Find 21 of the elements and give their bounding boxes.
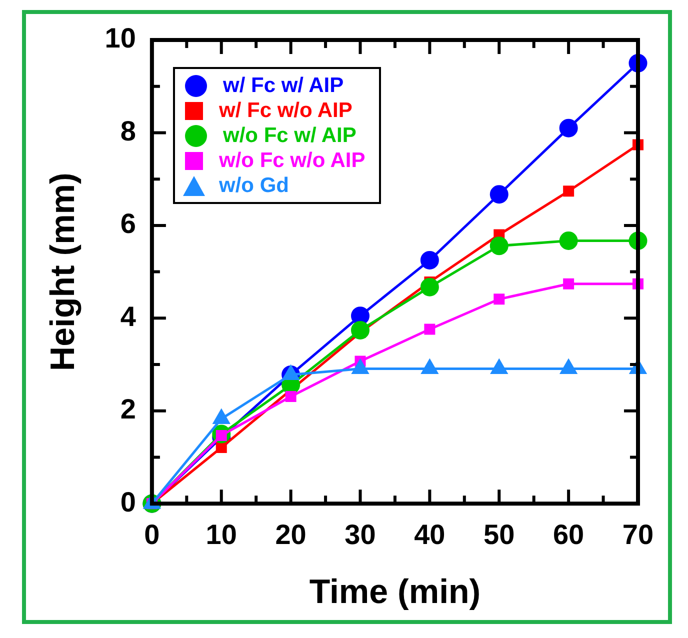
x-tick-label: 30 <box>344 519 376 550</box>
legend-label: w/o Fc w/ AIP <box>222 123 358 148</box>
x-tick-label: 50 <box>484 519 515 550</box>
y-tick-label: 10 <box>104 22 136 54</box>
x-axis-title: Time (min) <box>309 572 481 611</box>
x-tick-label: 0 <box>144 519 160 550</box>
y-tick-label: 0 <box>120 486 136 518</box>
x-tick-label: 10 <box>206 519 237 550</box>
y-tick-label: 6 <box>120 208 136 240</box>
x-tick-label: 20 <box>275 519 306 550</box>
y-tick-label: 2 <box>120 394 136 425</box>
legend-label: w/ Fc w/ AIP <box>222 73 345 98</box>
y-axis-title: Height (mm) <box>44 172 82 371</box>
y-tick-label: 4 <box>120 300 136 332</box>
legend-label: w/ Fc w/o AIP <box>218 98 354 123</box>
legend-label: w/o Fc w/o AIP <box>218 148 366 173</box>
x-tick-label: 70 <box>622 519 654 550</box>
x-tick-label: 60 <box>552 519 584 550</box>
x-tick-label: 40 <box>414 519 446 550</box>
legend-label: w/o Gd <box>218 173 290 198</box>
y-tick-label: 8 <box>120 115 136 146</box>
